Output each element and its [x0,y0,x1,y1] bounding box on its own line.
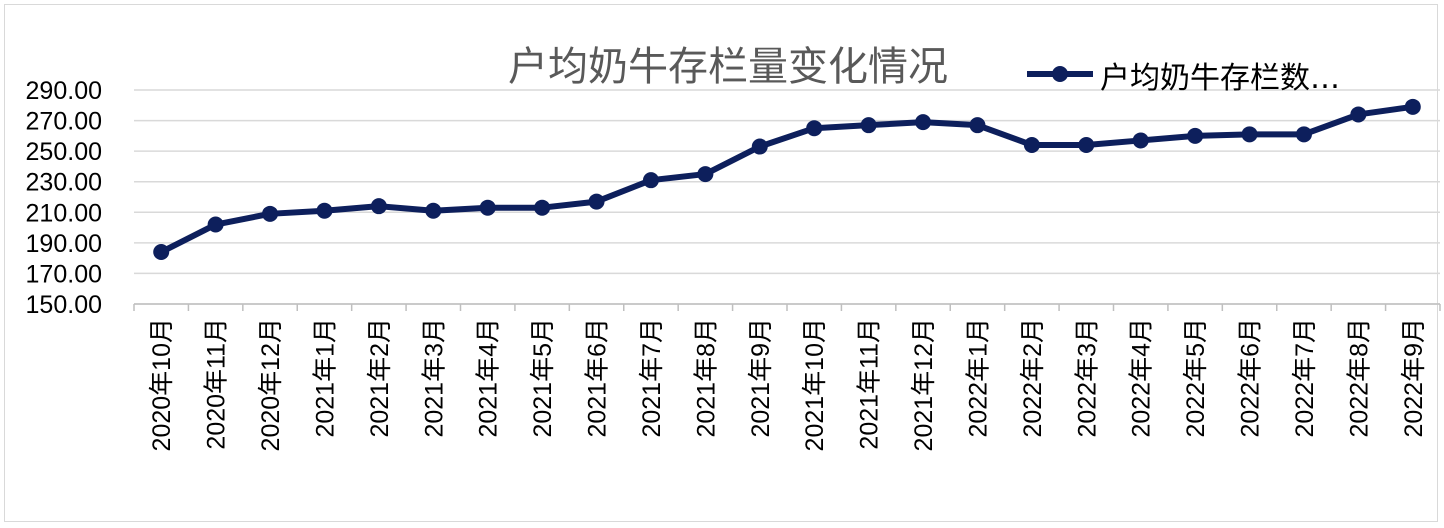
x-tick-label: 2022年4月 [1128,318,1156,438]
x-tick-label: 2021年4月 [475,318,503,438]
chart-title: 户均奶牛存栏量变化情况 [508,44,948,90]
data-point [860,117,877,134]
data-point [153,244,170,261]
x-tick-label: 2021年1月 [311,318,339,438]
data-point [1132,132,1149,149]
x-tick-label: 2021年8月 [692,318,720,438]
x-tick-label: 2022年7月 [1291,318,1319,438]
data-point [1241,126,1258,143]
data-point [316,202,333,219]
data-point [1404,98,1421,115]
data-point [1350,106,1367,123]
data-point [697,166,714,183]
x-tick-label: 2021年6月 [584,318,612,438]
y-tick-label: 290.00 [26,77,102,105]
x-tick-label: 2020年11月 [203,318,231,450]
data-point [425,202,442,219]
data-point [207,216,224,233]
y-tick-label: 250.00 [26,138,102,166]
data-point [1187,127,1204,144]
data-point [370,198,387,215]
x-tick-label: 2022年8月 [1345,318,1373,438]
x-tick-label: 2022年1月 [964,318,992,438]
gridlines [134,89,1440,305]
series-line [158,103,1416,256]
data-point [1023,137,1040,154]
x-tick-label: 2021年9月 [747,318,775,438]
x-tick-label: 2022年3月 [1073,318,1101,438]
data-point [262,205,279,222]
x-tick-label: 2021年5月 [529,318,557,438]
x-tick-label: 2021年7月 [638,318,666,438]
data-point [1078,137,1095,154]
y-tick-label: 190.00 [26,230,102,258]
x-tick-label: 2021年10月 [801,318,829,451]
data-point [588,193,605,210]
x-tick-label: 2022年9月 [1400,318,1428,438]
x-axis: 2020年10月 2020年11月 2020年12月 2021年1月 2021年2月 20… [133,303,1441,451]
x-tick-label: 2022年5月 [1182,318,1210,438]
x-tick-label: 2022年6月 [1237,318,1265,438]
legend-point-marker [1052,66,1068,82]
y-tick-label: 270.00 [26,108,102,136]
y-tick-label: 170.00 [26,260,102,288]
y-tick-label: 210.00 [26,199,102,227]
data-point [534,199,551,216]
legend: 户均奶牛存栏数… [1027,61,1340,96]
data-point [642,172,659,189]
x-tick-label: 2021年11月 [856,318,884,450]
x-tick-label: 2021年12月 [910,318,938,451]
data-point [806,120,823,137]
x-tick-label: 2022年2月 [1019,318,1047,438]
y-tick-label: 150.00 [26,291,102,319]
legend-label: 户均奶牛存栏数… [1100,61,1340,96]
x-tick-label: 2021年2月 [366,318,394,438]
data-point [751,138,768,155]
series-layer [153,98,1421,261]
x-tick-label: 2020年10月 [148,318,176,451]
data-point [479,199,496,216]
data-point [915,114,932,131]
data-point [969,117,986,134]
x-tick-label: 2020年12月 [257,318,285,451]
x-tick-label: 2021年3月 [420,318,448,438]
data-point [1295,126,1312,143]
y-tick-label: 230.00 [26,169,102,197]
